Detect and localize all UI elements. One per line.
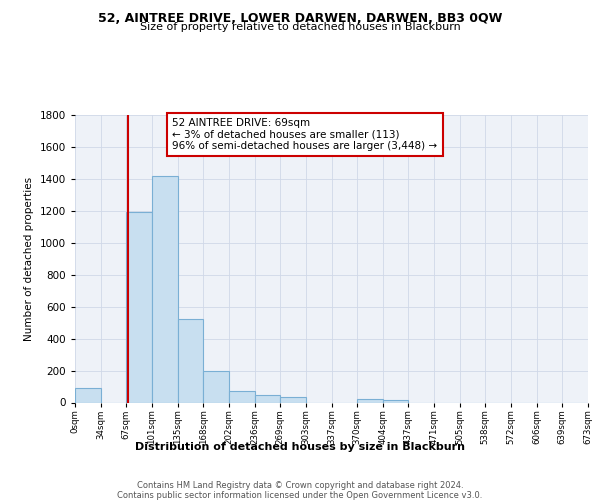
Text: 52, AINTREE DRIVE, LOWER DARWEN, DARWEN, BB3 0QW: 52, AINTREE DRIVE, LOWER DARWEN, DARWEN,… xyxy=(98,12,502,26)
Bar xyxy=(229,392,255,402)
Text: 52 AINTREE DRIVE: 69sqm
← 3% of detached houses are smaller (113)
96% of semi-de: 52 AINTREE DRIVE: 69sqm ← 3% of detached… xyxy=(172,118,437,151)
Bar xyxy=(152,176,178,402)
Bar xyxy=(203,370,229,402)
Bar xyxy=(357,398,383,402)
Bar xyxy=(255,394,280,402)
Text: Contains public sector information licensed under the Open Government Licence v3: Contains public sector information licen… xyxy=(118,491,482,500)
Bar xyxy=(280,397,306,402)
Text: Distribution of detached houses by size in Blackburn: Distribution of detached houses by size … xyxy=(135,442,465,452)
Bar xyxy=(383,400,408,402)
Text: Size of property relative to detached houses in Blackburn: Size of property relative to detached ho… xyxy=(140,22,460,32)
Y-axis label: Number of detached properties: Number of detached properties xyxy=(24,176,34,341)
Text: Contains HM Land Registry data © Crown copyright and database right 2024.: Contains HM Land Registry data © Crown c… xyxy=(137,481,463,490)
Bar xyxy=(126,212,152,402)
Bar xyxy=(75,388,101,402)
Bar xyxy=(178,320,203,402)
